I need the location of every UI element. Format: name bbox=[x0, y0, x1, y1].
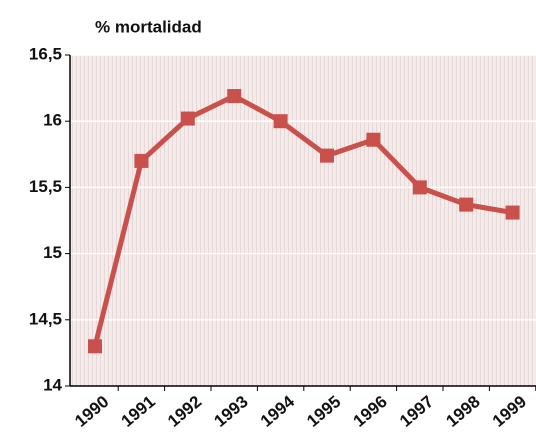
x-tick-label: 1997 bbox=[396, 392, 437, 431]
point-marker bbox=[320, 148, 334, 163]
point-marker bbox=[273, 114, 288, 129]
x-tick-label: 1992 bbox=[164, 392, 205, 431]
chart-title: % mortalidad bbox=[95, 17, 202, 36]
x-tick-label: 1998 bbox=[442, 392, 483, 431]
y-tick-label: 15 bbox=[43, 243, 62, 262]
point-marker bbox=[366, 132, 381, 147]
point-marker bbox=[180, 111, 195, 126]
y-tick-label: 14,5 bbox=[29, 309, 62, 328]
point-marker bbox=[227, 89, 242, 104]
point-marker bbox=[505, 205, 520, 220]
x-tick-label: 1995 bbox=[303, 392, 344, 431]
x-tick-label: 1991 bbox=[118, 392, 159, 431]
x-tick-label: 1999 bbox=[489, 392, 530, 431]
x-tick-label: 1990 bbox=[71, 392, 112, 431]
x-tick-label: 1996 bbox=[350, 392, 391, 431]
plot-background bbox=[70, 55, 536, 386]
x-tick-label: 1994 bbox=[257, 392, 299, 431]
y-tick-label: 15,5 bbox=[29, 177, 62, 196]
y-tick-label: 16 bbox=[43, 111, 62, 130]
point-marker bbox=[134, 153, 149, 168]
series-line bbox=[92, 93, 514, 347]
y-tick-label: 14 bbox=[43, 375, 62, 394]
point-marker bbox=[459, 197, 474, 212]
point-marker bbox=[412, 180, 427, 195]
y-tick-label: 16,5 bbox=[29, 44, 62, 63]
point-marker bbox=[88, 339, 102, 354]
x-tick-label: 1993 bbox=[210, 392, 251, 431]
